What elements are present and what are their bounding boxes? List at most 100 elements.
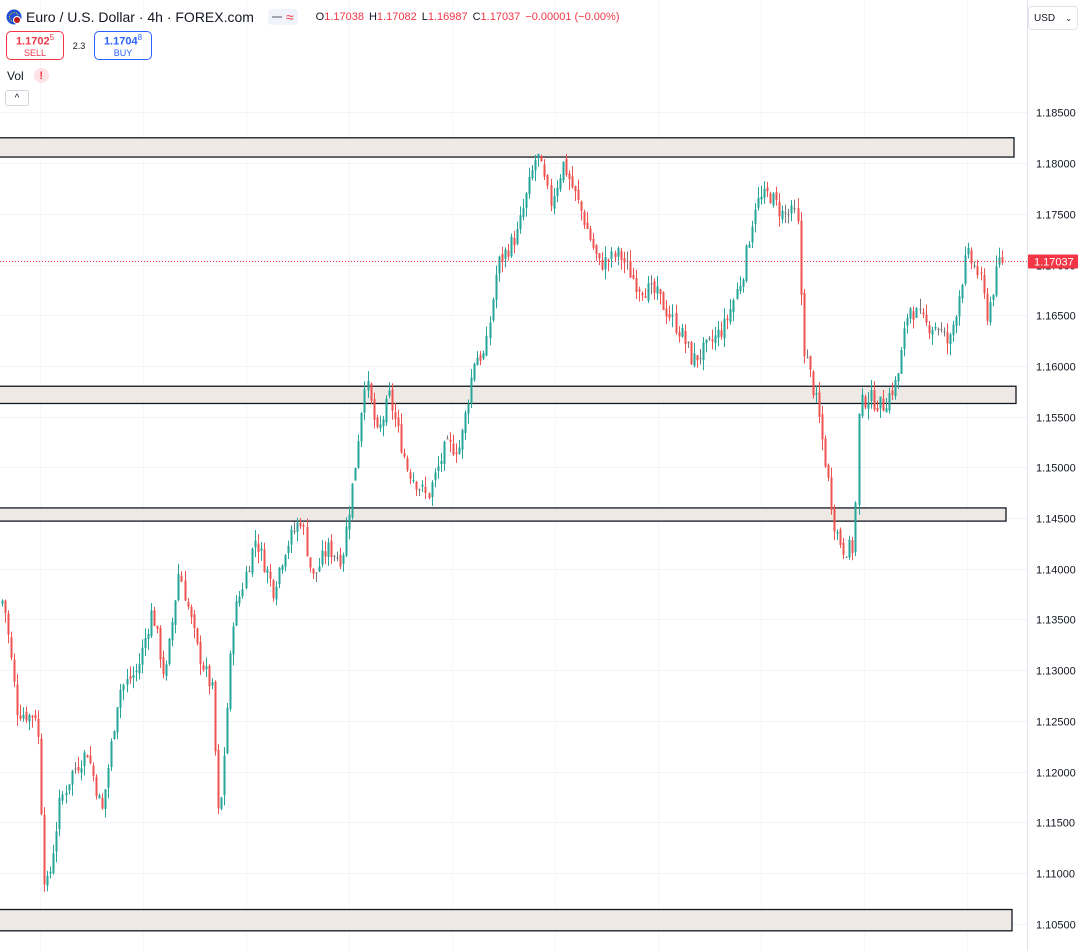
compare-pill[interactable]: ≈ <box>267 9 298 25</box>
candle <box>235 595 238 627</box>
symbol-title[interactable]: Euro / U.S. Dollar · 4h · FOREX.com <box>26 9 254 25</box>
candle <box>519 206 522 234</box>
candle <box>504 247 507 268</box>
candle <box>781 205 784 224</box>
candle <box>614 250 617 263</box>
candle <box>699 348 702 365</box>
currency-select[interactable]: USD ⌄ <box>1028 6 1078 30</box>
candle <box>745 244 748 283</box>
candle <box>583 209 586 229</box>
candle <box>806 349 809 359</box>
candle <box>351 483 354 520</box>
sell-label: SELL <box>23 48 47 59</box>
candle <box>592 233 595 250</box>
support-resistance-zones[interactable] <box>0 137 1017 932</box>
y-tick-label: 1.17500 <box>1036 210 1076 222</box>
candle <box>455 443 458 463</box>
candle <box>888 387 891 414</box>
candle <box>272 578 275 602</box>
candle <box>80 760 83 781</box>
y-tick-label: 1.12000 <box>1036 768 1076 780</box>
candle <box>574 185 577 202</box>
candle <box>540 154 543 162</box>
candle <box>711 329 714 350</box>
y-tick-label: 1.13500 <box>1036 615 1076 627</box>
candle <box>22 707 25 722</box>
candle <box>275 581 278 606</box>
candle <box>412 472 415 484</box>
candle <box>516 221 519 246</box>
candle <box>354 467 357 481</box>
volume-indicator-legend[interactable]: Vol ! <box>7 68 49 83</box>
candle <box>854 501 857 557</box>
open-value: 1.17038 <box>324 11 364 23</box>
price-axis[interactable]: 1.185001.180001.175001.170001.165001.160… <box>1027 0 1076 951</box>
candle <box>394 403 397 428</box>
candle <box>915 307 918 319</box>
candle <box>10 631 13 661</box>
buy-label: BUY <box>113 48 133 59</box>
candle <box>223 747 226 806</box>
candle <box>208 664 211 695</box>
candle <box>647 275 650 303</box>
candle <box>28 713 31 731</box>
candle <box>830 467 833 515</box>
candle <box>864 394 867 410</box>
symbol-legend: Euro / U.S. Dollar · 4h · FOREX.com ≈ O1… <box>6 6 619 28</box>
candle <box>553 187 556 215</box>
candle <box>446 435 449 440</box>
candle <box>119 683 122 719</box>
candle <box>13 653 16 688</box>
collapse-legend-button[interactable]: ^ <box>5 90 29 106</box>
candle <box>312 568 315 580</box>
candle <box>34 709 37 721</box>
candle <box>644 288 647 299</box>
candle <box>345 517 348 557</box>
candle <box>925 304 928 326</box>
candle <box>821 406 824 451</box>
candle <box>732 298 735 322</box>
low-value: 1.16987 <box>427 11 468 23</box>
buy-button[interactable]: 1.17048 BUY <box>94 31 152 60</box>
candle <box>421 480 424 493</box>
candle <box>263 542 266 573</box>
y-tick-label: 1.18500 <box>1036 108 1076 120</box>
candle <box>461 428 464 459</box>
candle <box>479 350 482 366</box>
candle <box>580 200 583 221</box>
candle <box>507 243 510 261</box>
price-zone-2[interactable] <box>0 385 1017 405</box>
candle <box>604 246 607 280</box>
change-value: −0.00001 (−0.00%) <box>525 11 620 23</box>
candle <box>675 304 678 336</box>
candle <box>409 469 412 485</box>
candle <box>482 350 485 361</box>
candle <box>254 529 257 558</box>
candle <box>440 452 443 472</box>
y-tick-label: 1.12500 <box>1036 717 1076 729</box>
candle <box>702 337 705 371</box>
price-zone-1[interactable] <box>0 137 1015 158</box>
currency-value: USD <box>1034 12 1056 24</box>
candle <box>135 663 138 682</box>
candle <box>803 289 806 364</box>
candle <box>385 395 388 426</box>
candle <box>903 321 906 357</box>
candle <box>470 369 473 408</box>
warning-icon[interactable]: ! <box>33 68 49 83</box>
y-tick-label: 1.16500 <box>1036 311 1076 323</box>
price-zone-4[interactable] <box>0 908 1013 932</box>
candle <box>61 790 64 805</box>
candle <box>729 299 732 325</box>
candle <box>848 535 851 560</box>
candle <box>528 167 531 199</box>
price-zone-3[interactable] <box>0 507 1007 522</box>
candle <box>92 762 95 782</box>
candle <box>476 351 479 366</box>
candle <box>690 341 693 365</box>
candle <box>89 746 92 765</box>
candle <box>919 298 922 314</box>
sell-button[interactable]: 1.17025 SELL <box>6 31 64 60</box>
candle <box>156 625 159 634</box>
